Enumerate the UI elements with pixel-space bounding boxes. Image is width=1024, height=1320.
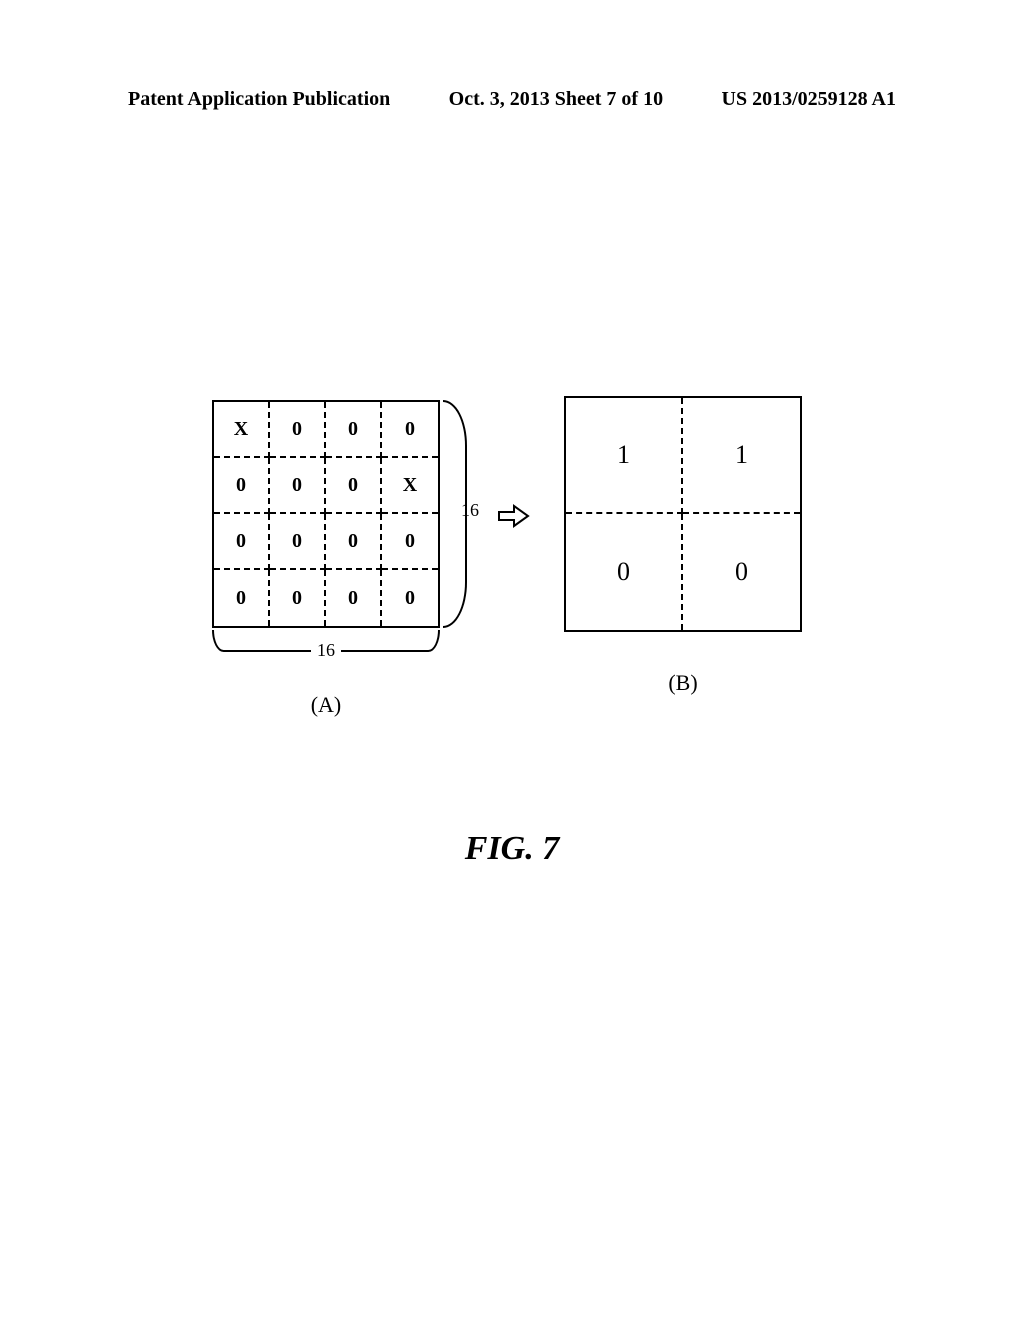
grid-a-cell: X (214, 402, 270, 458)
header-left: Patent Application Publication (128, 88, 390, 111)
grid-a-cell: 0 (382, 402, 438, 458)
grid-b-cell: 1 (683, 398, 800, 514)
grid-a-cell: 0 (214, 458, 270, 514)
dim-horizontal-label: 16 (311, 640, 341, 661)
grid-a-horizontal-dimension: 16 (212, 630, 440, 680)
grid-a-label: (A) (212, 692, 440, 718)
grid-a-cell: 0 (326, 570, 382, 626)
header-center: Oct. 3, 2013 Sheet 7 of 10 (449, 88, 663, 111)
grid-b-cell: 1 (566, 398, 683, 514)
figure-title: FIG. 7 (0, 830, 1024, 868)
grid-a-vertical-dimension: 16 (443, 400, 493, 628)
figure-7-diagram: X 0 0 0 0 0 0 X 0 0 0 0 0 0 0 0 16 16 (0, 400, 1024, 900)
header-right: US 2013/0259128 A1 (722, 88, 896, 111)
grid-a-cell: 0 (326, 402, 382, 458)
arrow-right-icon (498, 504, 530, 528)
grid-a-cell: 0 (270, 570, 326, 626)
grid-b-2x2: 1 1 0 0 (564, 396, 802, 632)
grid-a-cell: 0 (214, 570, 270, 626)
grid-b-cell: 0 (566, 514, 683, 630)
grid-a-cell: 0 (270, 514, 326, 570)
grid-b-label: (B) (564, 670, 802, 696)
grid-a-cell: 0 (382, 570, 438, 626)
grid-a-cell: 0 (382, 514, 438, 570)
grid-a-cell: 0 (326, 514, 382, 570)
grid-a-4x4: X 0 0 0 0 0 0 X 0 0 0 0 0 0 0 0 (212, 400, 440, 628)
grid-a-cell: 0 (214, 514, 270, 570)
grid-b-cell: 0 (683, 514, 800, 630)
page-header: Patent Application Publication Oct. 3, 2… (0, 88, 1024, 111)
grid-a-cell: X (382, 458, 438, 514)
grid-a-cell: 0 (270, 458, 326, 514)
grid-a-cell: 0 (270, 402, 326, 458)
dim-vertical-label: 16 (461, 500, 479, 521)
grid-a-cell: 0 (326, 458, 382, 514)
